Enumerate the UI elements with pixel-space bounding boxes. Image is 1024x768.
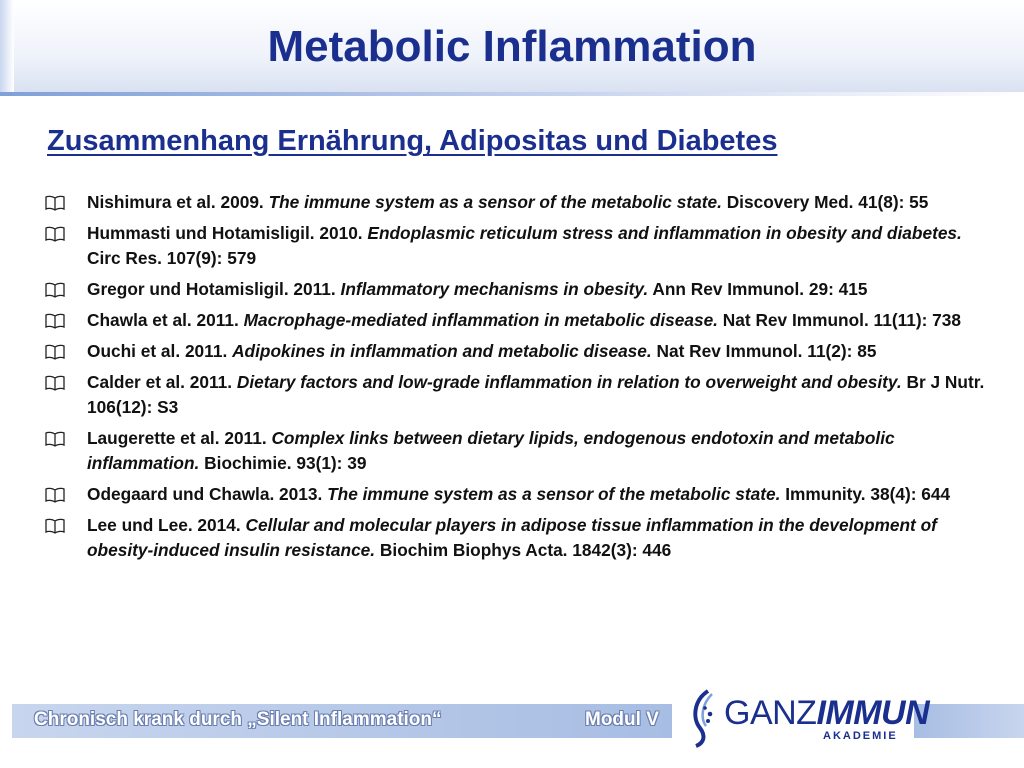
reference-item: Chawla et al. 2011. Macrophage-mediated … (45, 308, 1000, 333)
reference-title: Cellular and molecular players in adipos… (87, 515, 937, 560)
reference-source: Nat Rev Immunol. 11(2): 85 (656, 341, 877, 361)
reference-title: Adipokines in inflammation and metabolic… (232, 341, 652, 361)
reference-item: Lee und Lee. 2014. Cellular and molecula… (45, 513, 1000, 563)
reference-authors: Calder et al. 2011. (87, 372, 233, 392)
slide-title: Metabolic Inflammation (267, 22, 757, 71)
reference-authors: Lee und Lee. 2014. (87, 515, 241, 535)
ganzimmun-logo: GANZIMMUN AKADEMIE (680, 686, 930, 750)
footer: Chronisch krank durch „Silent Inflammati… (0, 704, 1024, 738)
reference-authors: Odegaard und Chawla. 2013. (87, 484, 323, 504)
reference-authors: Chawla et al. 2011. (87, 310, 239, 330)
logo-mark-icon (693, 689, 713, 748)
open-book-icon (45, 426, 87, 451)
reference-title: Dietary factors and low-grade inflammati… (236, 372, 902, 392)
open-book-icon (45, 513, 87, 538)
reference-title: The immune system as a sensor of the met… (327, 484, 781, 504)
slide-subtitle: Zusammenhang Ernährung, Adipositas und D… (47, 125, 778, 157)
reference-source: Br J Nutr. 106(12): S3 (87, 372, 985, 417)
reference-text: Ouchi et al. 2011. Adipokines in inflamm… (87, 339, 876, 364)
reference-title: Macrophage-mediated inflammation in meta… (243, 310, 718, 330)
reference-text: Calder et al. 2011. Dietary factors and … (87, 370, 1000, 420)
reference-authors: Hummasti und Hotamisligil. 2010. (87, 223, 363, 243)
reference-authors: Nishimura et al. 2009. (87, 192, 264, 212)
reference-text: Gregor und Hotamisligil. 2011. Inflammat… (87, 277, 867, 302)
reference-item: Nishimura et al. 2009. The immune system… (45, 190, 1000, 215)
reference-authors: Gregor und Hotamisligil. 2011. (87, 279, 336, 299)
reference-list: Nishimura et al. 2009. The immune system… (45, 190, 1000, 569)
reference-source: Immunity. 38(4): 644 (785, 484, 951, 504)
reference-title: Inflammatory mechanisms in obesity. (340, 279, 649, 299)
reference-item: Odegaard und Chawla. 2013. The immune sy… (45, 482, 1000, 507)
open-book-icon (45, 339, 87, 364)
reference-title: Endoplasmic reticulum stress and inflamm… (367, 223, 962, 243)
reference-title: The immune system as a sensor of the met… (268, 192, 722, 212)
open-book-icon (45, 370, 87, 395)
footer-course-title: Chronisch krank durch „Silent Inflammati… (34, 709, 442, 730)
reference-text: Nishimura et al. 2009. The immune system… (87, 190, 928, 215)
logo-subtitle: AKADEMIE (823, 730, 898, 742)
slide-header (0, 0, 1024, 96)
open-book-icon (45, 277, 87, 302)
reference-source: Biochim Biophys Acta. 1842(3): 446 (379, 540, 672, 560)
reference-item: Calder et al. 2011. Dietary factors and … (45, 370, 1000, 420)
header-divider (0, 92, 1024, 96)
header-edge (0, 0, 14, 96)
footer-module: Modul V (585, 709, 659, 730)
reference-source: Biochimie. 93(1): 39 (204, 453, 367, 473)
reference-text: Odegaard und Chawla. 2013. The immune sy… (87, 482, 950, 507)
footer-bar (12, 704, 672, 738)
reference-text: Laugerette et al. 2011. Complex links be… (87, 426, 1000, 476)
reference-text: Lee und Lee. 2014. Cellular and molecula… (87, 513, 1000, 563)
reference-item: Gregor und Hotamisligil. 2011. Inflammat… (45, 277, 1000, 302)
reference-text: Chawla et al. 2011. Macrophage-mediated … (87, 308, 961, 333)
reference-item: Ouchi et al. 2011. Adipokines in inflamm… (45, 339, 1000, 364)
reference-item: Hummasti und Hotamisligil. 2010. Endopla… (45, 221, 1000, 271)
reference-source: Circ Res. 107(9): 579 (87, 248, 257, 268)
footer-bar-right (914, 704, 1024, 738)
reference-title: Complex links between dietary lipids, en… (87, 428, 895, 473)
reference-source: Discovery Med. 41(8): 55 (726, 192, 929, 212)
open-book-icon (45, 221, 87, 246)
open-book-icon (45, 482, 87, 507)
reference-text: Hummasti und Hotamisligil. 2010. Endopla… (87, 221, 1000, 271)
open-book-icon (45, 308, 87, 333)
reference-authors: Ouchi et al. 2011. (87, 341, 228, 361)
logo-wordmark: GANZIMMUN (724, 694, 930, 732)
reference-authors: Laugerette et al. 2011. (87, 428, 267, 448)
reference-source: Ann Rev Immunol. 29: 415 (652, 279, 868, 299)
reference-source: Nat Rev Immunol. 11(11): 738 (722, 310, 961, 330)
reference-item: Laugerette et al. 2011. Complex links be… (45, 426, 1000, 476)
open-book-icon (45, 190, 87, 215)
